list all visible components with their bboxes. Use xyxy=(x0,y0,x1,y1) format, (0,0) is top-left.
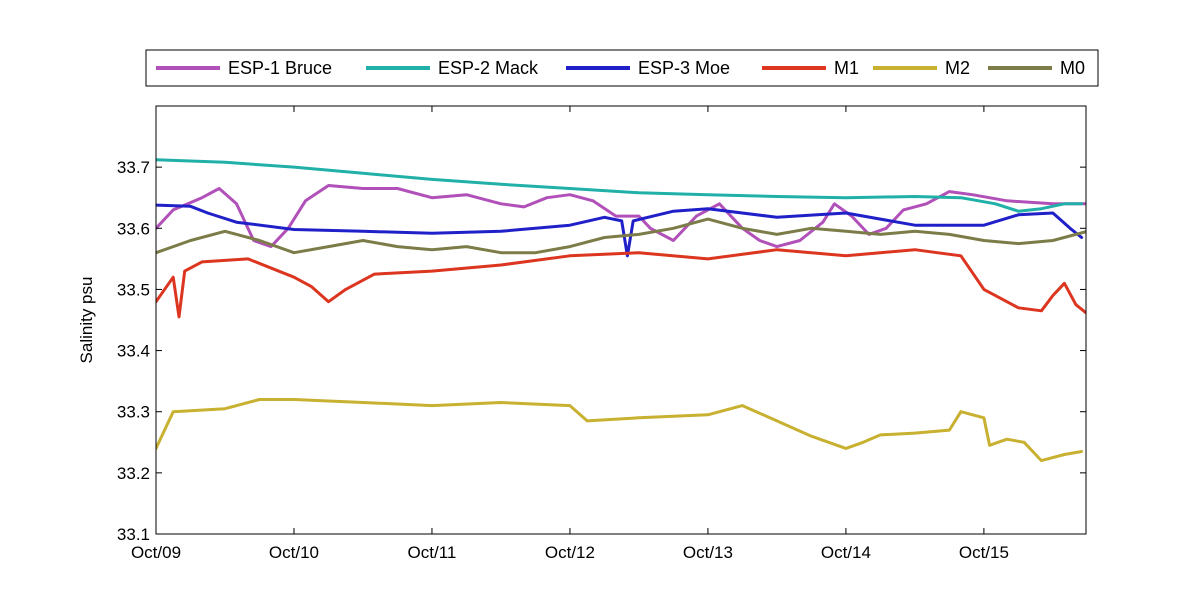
series-line-esp-2-mack xyxy=(156,158,1084,213)
x-tick-label: Oct/10 xyxy=(269,543,319,562)
series-line-m0 xyxy=(156,217,1086,255)
y-axis: 33.1 33.2 33.3 33.4 33.5 33.6 33.7 xyxy=(117,158,1086,544)
legend-label: M2 xyxy=(945,58,970,78)
series-line-m1 xyxy=(156,248,1086,319)
series-line-esp-3-moe xyxy=(156,203,1084,258)
x-tick-label: Oct/12 xyxy=(545,543,595,562)
legend-label: ESP-2 Mack xyxy=(438,58,539,78)
y-tick-label: 33.4 xyxy=(117,342,150,361)
x-tick-label: Oct/14 xyxy=(821,543,871,562)
y-tick-label: 33.1 xyxy=(117,525,150,544)
y-tick-label: 33.6 xyxy=(117,219,150,238)
legend-label: M0 xyxy=(1060,58,1085,78)
x-tick-label: Oct/11 xyxy=(408,543,457,562)
plot-frame xyxy=(155,105,1087,535)
x-tick-label: Oct/15 xyxy=(959,543,1009,562)
legend-label: ESP-3 Moe xyxy=(638,58,730,78)
y-tick-label: 33.3 xyxy=(117,403,150,422)
legend-label: M1 xyxy=(834,58,859,78)
legend: ESP-1 Bruce ESP-2 Mack ESP-3 Moe M1 M2 M0 xyxy=(145,49,1099,87)
series-layer xyxy=(156,158,1086,463)
x-tick-label: Oct/13 xyxy=(683,543,733,562)
legend-label: ESP-1 Bruce xyxy=(228,58,332,78)
x-tick-label: Oct/09 xyxy=(131,543,181,562)
y-axis-title: Salinity psu xyxy=(77,277,96,364)
x-axis: Oct/09 Oct/10 Oct/11 Oct/12 Oct/13 Oct/14 Oct/… xyxy=(131,106,1009,562)
y-tick-label: 33.2 xyxy=(117,464,150,483)
y-tick-label: 33.7 xyxy=(117,158,150,177)
series-line-m2 xyxy=(156,398,1084,463)
plot-area xyxy=(156,106,1086,534)
y-tick-label: 33.5 xyxy=(117,280,150,299)
